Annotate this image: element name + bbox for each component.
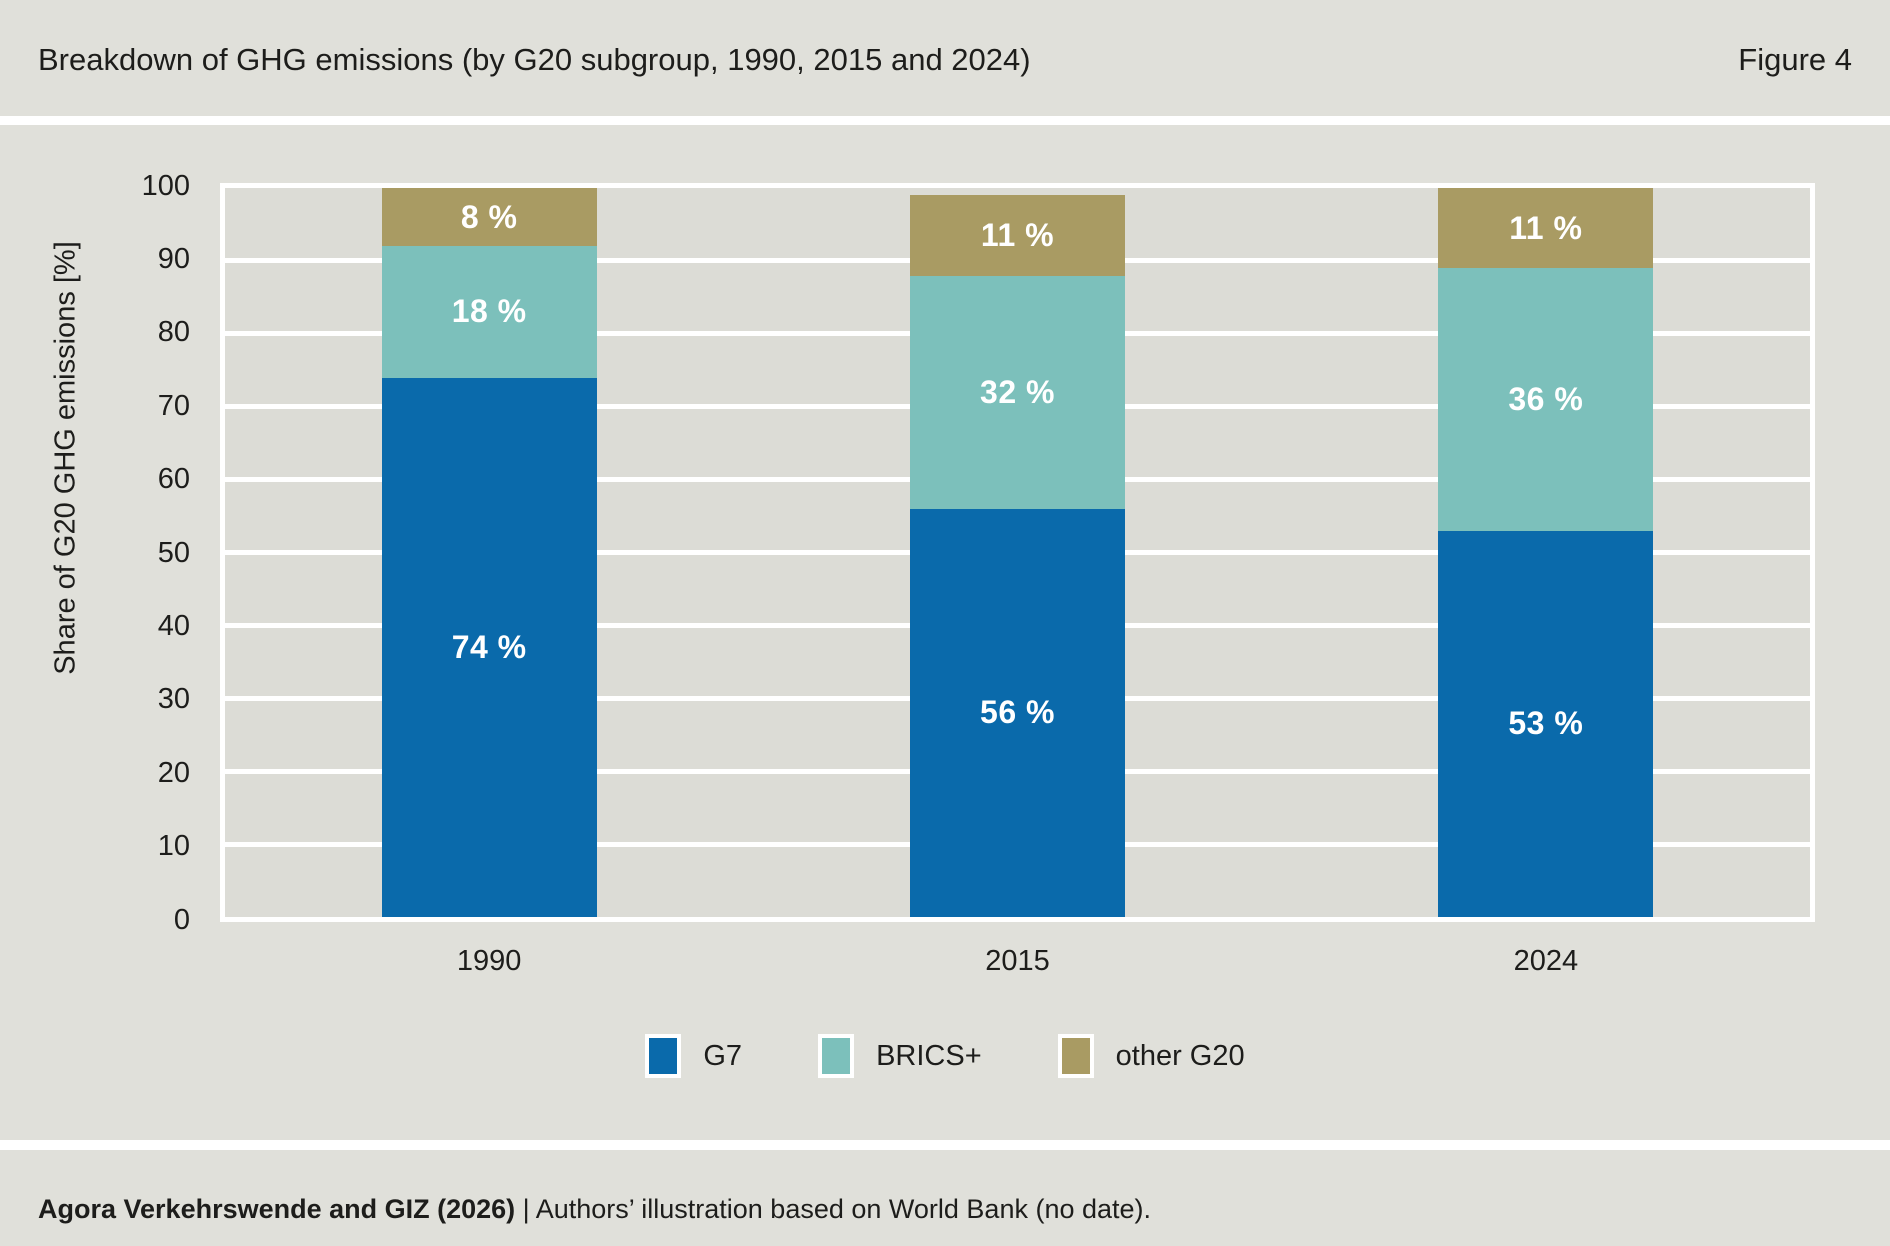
chart-legend: G7 BRICS+ other G20 bbox=[0, 1034, 1890, 1078]
legend-swatch bbox=[818, 1034, 855, 1078]
bar-2015: 11 % 32 % 56 % bbox=[910, 188, 1125, 917]
y-tick-label: 40 bbox=[157, 609, 190, 642]
value-label: 32 % bbox=[980, 373, 1055, 410]
segment-g7-2024: 53 % bbox=[1438, 530, 1654, 917]
value-label: 18 % bbox=[451, 293, 527, 330]
segment-other-g20-2024: 11 % bbox=[1438, 188, 1654, 269]
legend-label: BRICS+ bbox=[876, 1040, 982, 1072]
x-tick-label-2015: 2015 bbox=[985, 945, 1050, 977]
x-tick-label-1990: 1990 bbox=[456, 945, 522, 977]
legend-label: G7 bbox=[703, 1040, 743, 1072]
legend-item-other-g20: other G20 bbox=[1057, 1034, 1245, 1078]
legend-swatch bbox=[1057, 1034, 1094, 1078]
bar-1990: 8 % 18 % 74 % bbox=[381, 188, 597, 917]
segment-other-g20-2015: 11 % bbox=[910, 195, 1125, 276]
value-label: 11 % bbox=[1509, 209, 1583, 246]
bar-2024: 11 % 36 % 53 % bbox=[1438, 188, 1654, 917]
y-tick-label: 90 bbox=[157, 242, 190, 275]
source-note: | Authors’ illustration based on World B… bbox=[515, 1194, 1152, 1224]
y-tick-label: 20 bbox=[157, 756, 190, 789]
value-label: 74 % bbox=[451, 628, 527, 665]
figure-number: Figure 4 bbox=[1738, 42, 1852, 77]
x-axis-labels: 1990 2015 2024 bbox=[225, 944, 1810, 978]
y-tick-label: 100 bbox=[141, 169, 190, 202]
legend-swatch bbox=[645, 1034, 682, 1078]
value-label: 56 % bbox=[980, 694, 1055, 731]
y-tick-label: 80 bbox=[157, 316, 190, 349]
legend-item-brics+: BRICS+ bbox=[818, 1034, 982, 1078]
legend-item-g7: G7 bbox=[645, 1034, 742, 1078]
value-label: 53 % bbox=[1508, 705, 1584, 742]
value-label: 36 % bbox=[1508, 380, 1584, 417]
segment-other-g20-1990: 8 % bbox=[381, 188, 597, 247]
y-tick-label: 50 bbox=[157, 536, 190, 569]
plot-area: 8 % 18 % 74 % 11 % 32 % 56 % 11 % 36 % 53 % bbox=[220, 183, 1815, 922]
value-label: 11 % bbox=[980, 216, 1055, 253]
segment-brics+-1990: 18 % bbox=[381, 246, 597, 378]
source-line: Agora Verkehrswende and GIZ (2026) | Aut… bbox=[38, 1192, 1151, 1226]
y-tick-label: 60 bbox=[157, 463, 190, 496]
segment-brics+-2015: 32 % bbox=[910, 275, 1125, 509]
header-divider bbox=[0, 116, 1890, 125]
segment-g7-2015: 56 % bbox=[910, 508, 1125, 917]
value-label: 8 % bbox=[460, 198, 518, 235]
y-tick-label: 70 bbox=[157, 389, 190, 422]
footer-divider bbox=[0, 1140, 1890, 1150]
segment-g7-1990: 74 % bbox=[381, 377, 597, 917]
y-axis-ticks: 0 10 20 30 40 50 60 70 80 90 100 bbox=[0, 0, 190, 1246]
y-tick-label: 30 bbox=[157, 683, 190, 716]
source-authors: Agora Verkehrswende and GIZ (2026) bbox=[38, 1194, 516, 1224]
y-tick-label: 0 bbox=[173, 903, 190, 936]
x-tick-label-2024: 2024 bbox=[1513, 945, 1579, 977]
y-tick-label: 10 bbox=[157, 830, 190, 863]
legend-label: other G20 bbox=[1115, 1040, 1245, 1072]
figure-title: Breakdown of GHG emissions (by G20 subgr… bbox=[38, 42, 1031, 77]
segment-brics+-2024: 36 % bbox=[1438, 268, 1654, 531]
